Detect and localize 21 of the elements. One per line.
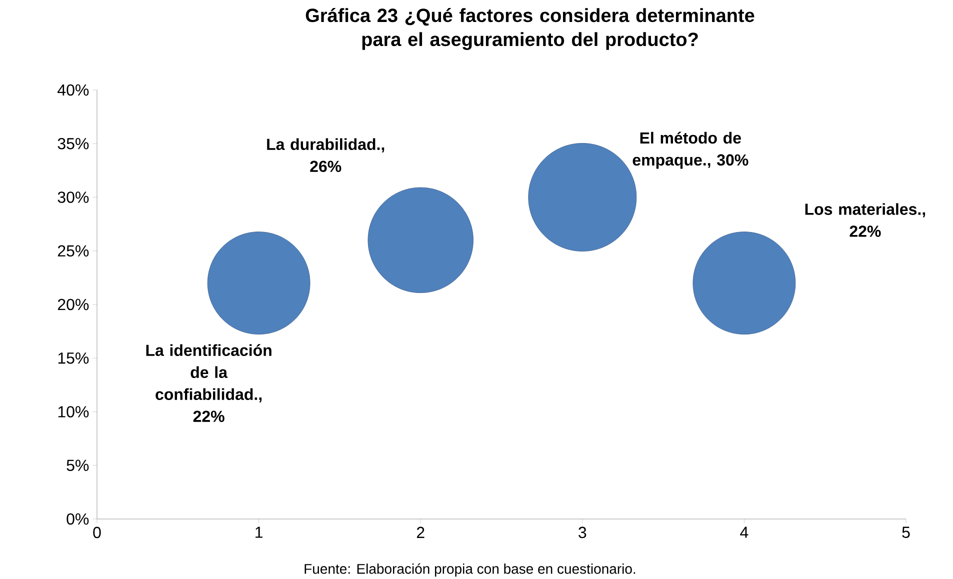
y-tick-label: 0% xyxy=(66,513,89,525)
y-tick-label: 30% xyxy=(58,192,89,203)
x-tick-label: 3 xyxy=(578,526,586,538)
data-label: Los materiales., 22% xyxy=(805,203,926,237)
y-tick-label: 5% xyxy=(66,460,89,472)
source-note: Fuente: Elaboración propia con base en cuestionario. xyxy=(304,563,636,577)
x-tick-label: 4 xyxy=(740,526,748,538)
y-tick-label: 40% xyxy=(58,84,89,96)
y-tick-label: 15% xyxy=(58,352,89,364)
x-tick-label: 2 xyxy=(416,526,424,538)
x-tick-label: 1 xyxy=(256,526,262,538)
data-label: El método de empaque., 30% xyxy=(632,132,748,169)
chart-title: Gráfica 23 ¿Qué factores considera determinante para el aseguramiento del producto? xyxy=(306,8,754,50)
x-tick-label: 5 xyxy=(902,526,910,538)
data-label: La durabilidad., 26% xyxy=(267,138,384,172)
y-tick-label: 25% xyxy=(58,245,89,257)
x-tick-label: 0 xyxy=(93,526,101,538)
y-tick-label: 20% xyxy=(58,298,89,310)
data-label: La identificación de la confiabilidad., 22% xyxy=(146,344,272,422)
y-tick-label: 35% xyxy=(58,138,89,150)
y-tick-label: 10% xyxy=(58,406,89,418)
